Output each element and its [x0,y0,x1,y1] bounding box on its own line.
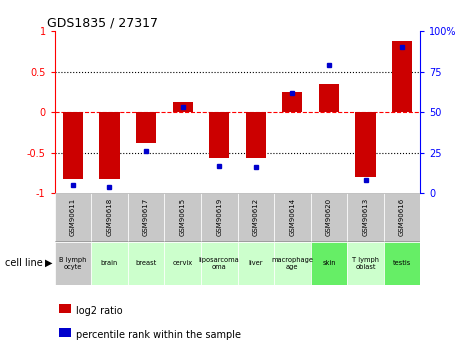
Bar [164,193,201,242]
Bar [274,193,311,242]
Bar [347,193,384,242]
Bar [355,112,376,177]
Bar [274,241,311,285]
Text: percentile rank within the sample: percentile rank within the sample [76,330,241,339]
Text: cell line: cell line [5,258,42,268]
Bar [238,241,274,285]
Text: GSM90615: GSM90615 [180,198,186,236]
Bar [282,92,303,112]
Bar [238,193,274,242]
Text: brain: brain [101,260,118,266]
Text: GSM90616: GSM90616 [399,198,405,236]
Bar [311,241,347,285]
Text: GSM90611: GSM90611 [70,198,76,236]
Text: cervix: cervix [172,260,193,266]
Text: GSM90613: GSM90613 [362,198,369,236]
Bar [246,112,266,158]
Text: macrophage
age: macrophage age [271,257,314,269]
Bar [172,102,193,112]
Text: liposarcoma
oma: liposarcoma oma [199,257,239,269]
Text: liver: liver [248,260,263,266]
Bar [201,241,238,285]
Text: breast: breast [135,260,157,266]
Bar [55,193,91,242]
Bar [55,241,91,285]
Text: GSM90617: GSM90617 [143,198,149,236]
Bar [164,241,201,285]
Text: log2 ratio: log2 ratio [76,306,123,315]
Bar [128,241,164,285]
Text: GSM90620: GSM90620 [326,198,332,236]
Text: B lymph
ocyte: B lymph ocyte [59,257,86,269]
Bar [99,112,120,179]
Text: GDS1835 / 27317: GDS1835 / 27317 [48,17,158,30]
Text: GSM90618: GSM90618 [106,198,113,236]
Text: GSM90612: GSM90612 [253,198,259,236]
Text: T lymph
oblast: T lymph oblast [352,257,379,269]
Bar [128,193,164,242]
Bar [136,112,156,143]
Bar [347,241,384,285]
Text: GSM90614: GSM90614 [289,198,295,236]
Bar [201,193,238,242]
Bar [91,193,128,242]
Text: testis: testis [393,260,411,266]
Bar [209,112,229,158]
Bar [392,41,412,112]
Bar [91,241,128,285]
Text: ▶: ▶ [45,258,52,268]
Bar [384,241,420,285]
Bar [384,193,420,242]
Text: skin: skin [322,260,336,266]
Bar [319,84,339,112]
Text: GSM90619: GSM90619 [216,198,222,236]
Bar [63,112,83,179]
Bar [311,193,347,242]
